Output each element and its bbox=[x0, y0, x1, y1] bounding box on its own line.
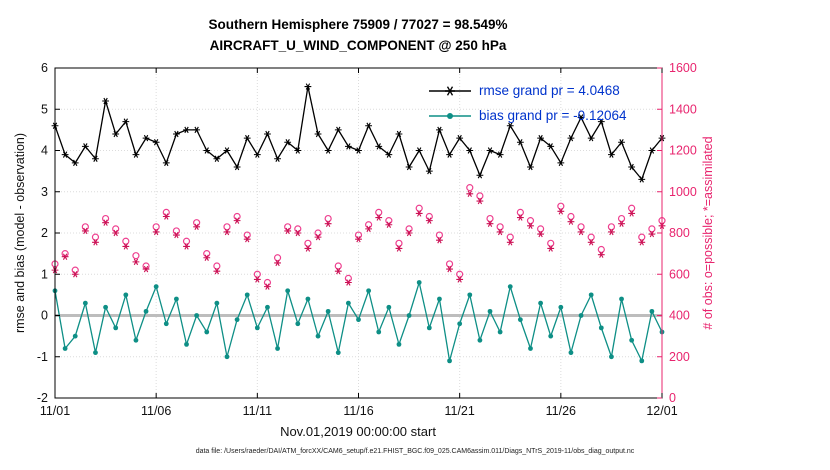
legend-row-bias: bias grand pr = -0.12064 bbox=[428, 103, 626, 128]
x-tick-label: 11/06 bbox=[141, 404, 171, 418]
right-tick-label: 600 bbox=[669, 267, 690, 281]
right-tick-label: 0 bbox=[669, 391, 676, 405]
rmse-series bbox=[51, 83, 666, 183]
right-tick-label: 200 bbox=[669, 350, 690, 364]
chart-subtitle: AIRCRAFT_U_WIND_COMPONENT @ 250 hPa bbox=[209, 38, 507, 53]
right-tick-label: 1600 bbox=[669, 61, 697, 75]
legend-row-rmse: rmse grand pr = 4.0468 bbox=[428, 78, 626, 103]
rmse-legend-marker-icon bbox=[429, 85, 471, 96]
right-tick-label: 1000 bbox=[669, 185, 697, 199]
bias-series bbox=[52, 279, 665, 364]
left-tick-label: 6 bbox=[41, 61, 48, 75]
x-tick-label: 11/01 bbox=[40, 404, 70, 418]
chart-title-block: Southern Hemisphere 75909 / 77027 = 98.5… bbox=[208, 14, 507, 56]
left-tick-label: 3 bbox=[41, 185, 48, 199]
x-tick-label: 11/21 bbox=[444, 404, 474, 418]
right-tick-label: 1200 bbox=[669, 144, 697, 158]
x-tick-label: 11/16 bbox=[343, 404, 373, 418]
right-tick-label: 800 bbox=[669, 226, 690, 240]
left-tick-label: 5 bbox=[41, 102, 48, 116]
left-tick-label: 1 bbox=[41, 267, 48, 281]
right-tick-label: 1400 bbox=[669, 102, 697, 116]
assimilated-series bbox=[51, 190, 666, 290]
x-axis-label: Nov.01,2019 00:00:00 start bbox=[280, 424, 436, 439]
possible-series bbox=[51, 184, 666, 287]
axis-ticks-and-labels: 11/01 11/06 11/11 11/16 11/21 11/26 12/01 -2 -1 0… bbox=[37, 61, 697, 418]
chart-title: Southern Hemisphere 75909 / 77027 = 98.5… bbox=[208, 17, 508, 32]
x-tick-label: 11/26 bbox=[546, 404, 576, 418]
x-tick-label: 11/11 bbox=[243, 404, 272, 418]
x-tick-label: 12/01 bbox=[646, 404, 677, 418]
right-tick-label: 400 bbox=[669, 309, 690, 323]
left-tick-label: -2 bbox=[37, 391, 48, 405]
left-tick-label: 0 bbox=[41, 309, 48, 323]
left-tick-label: 4 bbox=[41, 144, 48, 158]
left-tick-label: 2 bbox=[41, 226, 48, 240]
bias-legend-label: bias grand pr = -0.12064 bbox=[479, 108, 627, 123]
data-file-caption: data file: /Users/raeder/DAI/ATM_forcXX/… bbox=[195, 448, 635, 455]
rmse-legend-label: rmse grand pr = 4.0468 bbox=[479, 83, 620, 98]
left-axis-label: rmse and bias (model - observation) bbox=[13, 132, 27, 334]
bias-legend-marker-icon bbox=[429, 112, 471, 119]
left-tick-label: -1 bbox=[37, 350, 48, 364]
right-axis-label: # of obs: o=possible; *=assimilated bbox=[701, 136, 715, 330]
legend: rmse grand pr = 4.0468 bias grand pr = -… bbox=[428, 78, 626, 128]
